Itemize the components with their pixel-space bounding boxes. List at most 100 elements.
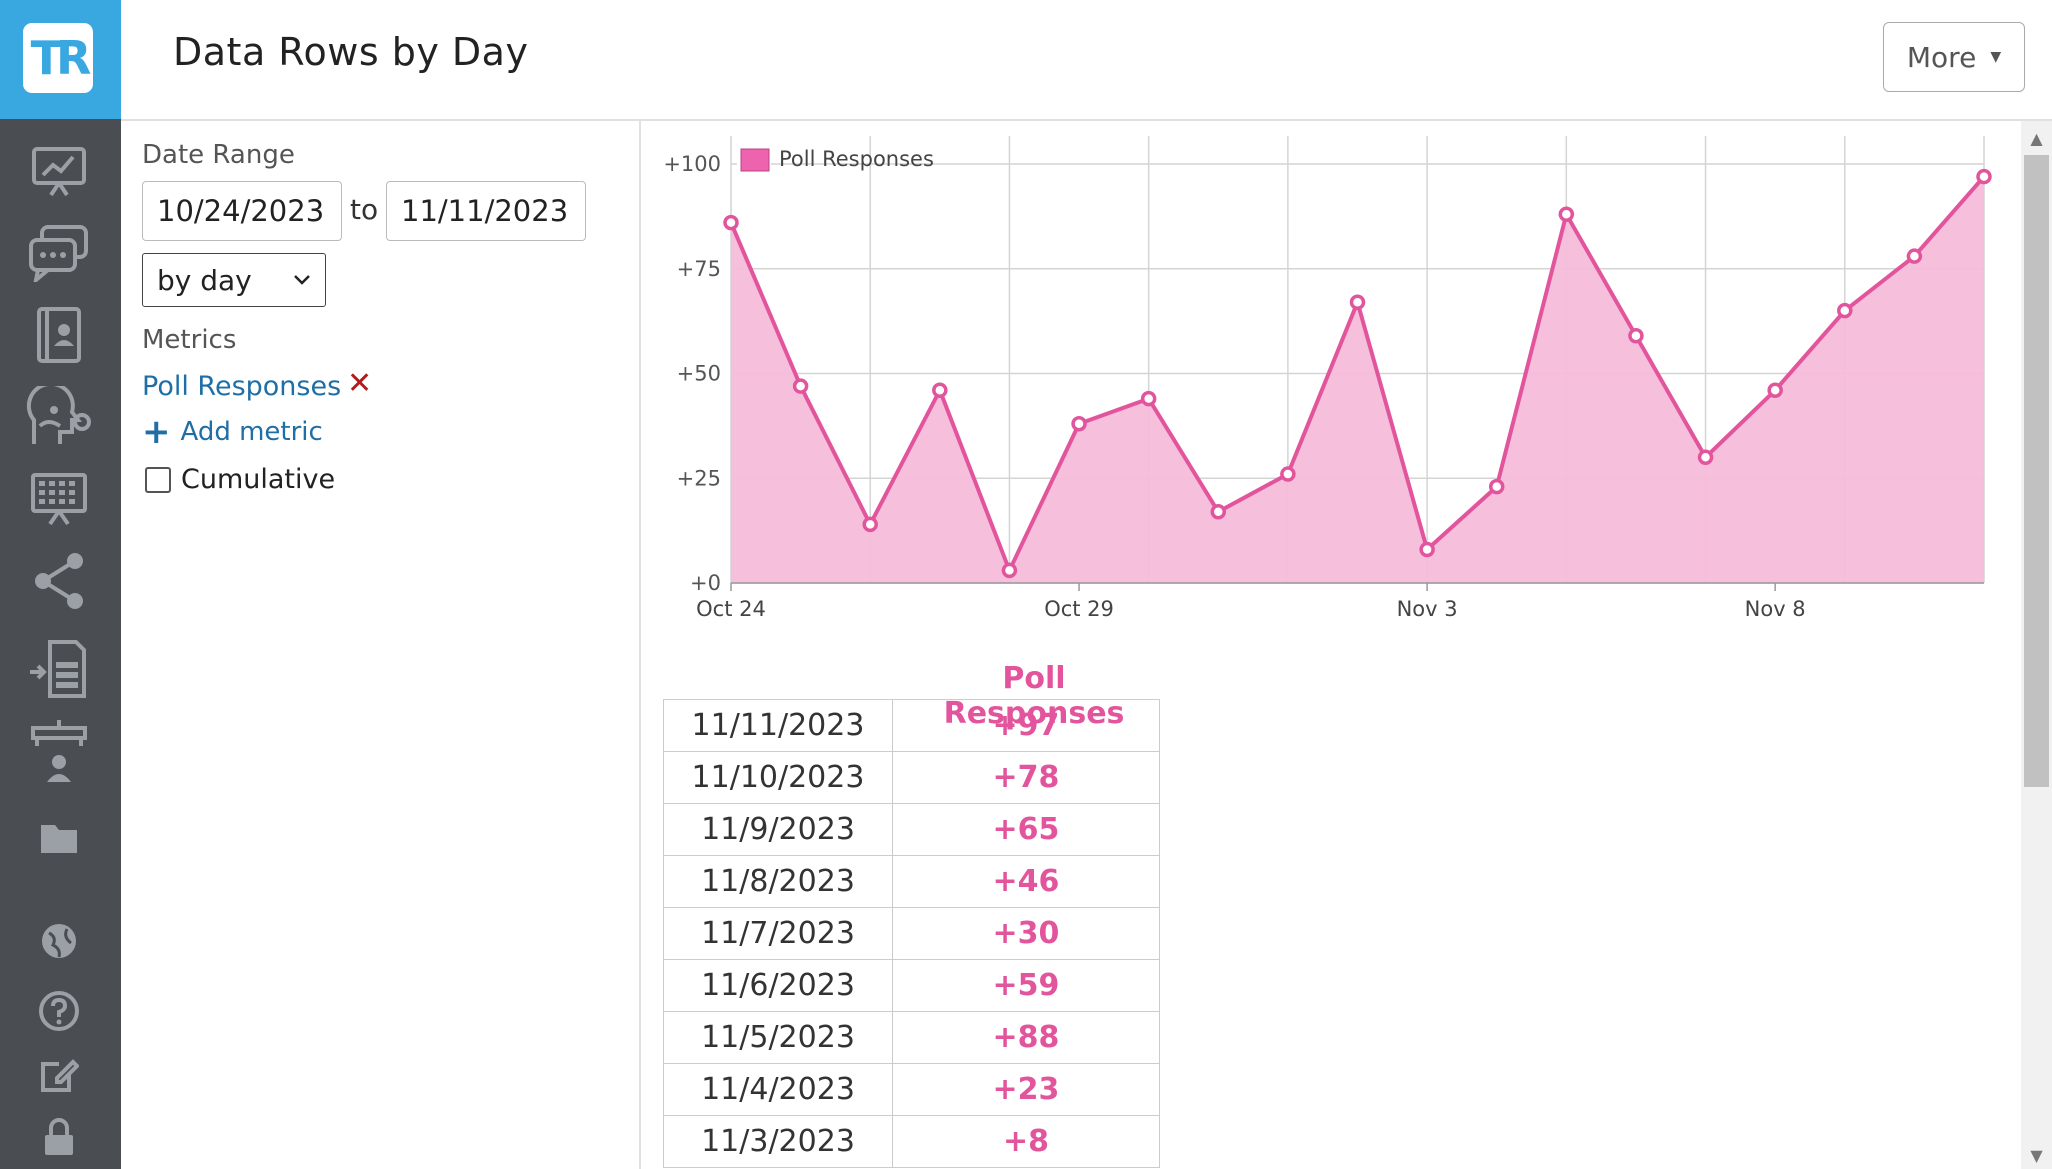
plus-icon: + [142,412,171,452]
metrics-label: Metrics [142,325,237,355]
data-point [723,214,739,231]
add-metric-label: Add metric [180,417,323,447]
data-point [932,382,948,399]
checkbox-box[interactable] [145,466,171,493]
import-sheet-icon[interactable] [24,638,94,700]
vertical-scrollbar[interactable]: ▲ ▼ [2021,121,2052,1169]
table-row: 11/10/2023 +78 [663,751,1160,804]
area-chart: +0 +25 +50 +75 +100 Oct 24 Oct 29 Nov 3 Nov 8 Pol… [663,136,1992,621]
date-range-label: Date Range [142,140,295,170]
y-tick-label: +0 [690,571,721,595]
row-date: 11/11/2023 [663,699,893,752]
dashboard-chart-icon[interactable] [24,140,94,202]
page-title: Data Rows by Day [173,30,529,74]
globe-icon[interactable] [24,910,94,972]
survey-face-icon[interactable] [24,386,94,448]
row-value: +78 [892,751,1160,804]
data-point [1697,449,1714,466]
to-label: to [350,193,379,226]
remove-metric-icon[interactable]: ✕ [347,366,373,401]
legend-label: Poll Responses [779,147,934,171]
more-button-label: More [1906,40,1977,74]
scroll-thumb[interactable] [2024,155,2049,787]
row-date: 11/7/2023 [663,907,893,960]
lock-icon[interactable] [24,1106,94,1168]
row-date: 11/6/2023 [663,959,893,1012]
row-value: +65 [892,803,1160,856]
y-tick-label: +50 [677,362,721,386]
add-metric-link[interactable]: + Add metric [142,412,323,452]
table-row: 11/9/2023 +65 [663,803,1160,856]
share-icon[interactable] [24,550,94,612]
table-row: 11/5/2023 +88 [663,1011,1160,1064]
x-tick-label: Nov 8 [1745,597,1806,621]
chevron-down-icon [294,275,310,285]
data-point [1210,504,1227,520]
x-tick-label: Nov 3 [1397,597,1458,621]
folder-icon[interactable] [24,808,94,870]
row-value: +23 [892,1063,1160,1116]
data-point [792,378,809,394]
data-point [1140,390,1157,407]
cumulative-checkbox[interactable]: Cumulative [145,464,335,495]
start-date-input[interactable] [142,181,342,241]
scroll-up-arrow-icon[interactable]: ▲ [2030,129,2043,148]
row-date: 11/10/2023 [663,751,893,804]
legend-swatch [740,148,770,172]
data-point [1419,541,1435,558]
edit-icon[interactable] [24,1043,94,1105]
data-point [1280,466,1296,482]
table-row: 11/8/2023 +46 [663,855,1160,908]
data-point [1767,382,1783,399]
table-row: 11/6/2023 +59 [663,959,1160,1012]
calendar-board-icon[interactable] [24,468,94,530]
contact-book-icon[interactable] [24,304,94,366]
y-tick-label: +100 [663,152,721,176]
y-tick-label: +25 [677,466,721,490]
caret-down-icon: ▼ [1990,49,2002,65]
sidebar-rail: TR [0,0,121,1169]
data-point [862,516,878,533]
metric-link[interactable]: Poll Responses [142,371,342,402]
row-value: +97 [892,699,1160,752]
data-point [1906,248,1923,264]
desk-user-icon[interactable] [24,720,94,782]
data-point [1488,478,1505,495]
row-value: +46 [892,855,1160,908]
more-button[interactable]: More ▼ [1883,22,2025,92]
chat-icon[interactable] [24,222,94,284]
main-content: +0 +25 +50 +75 +100 Oct 24 Oct 29 Nov 3 Nov 8 Pol… [641,121,2021,1169]
area-fill [731,176,1984,583]
x-tick-label: Oct 24 [696,597,766,621]
row-date: 11/3/2023 [663,1115,893,1168]
cumulative-label: Cumulative [181,464,336,495]
row-date: 11/5/2023 [663,1011,893,1064]
row-value: +59 [892,959,1160,1012]
table-row: 11/7/2023 +30 [663,907,1160,960]
data-point [1558,206,1575,223]
x-tick-label: Oct 29 [1044,597,1114,621]
data-table: 11/11/2023 +97 11/10/2023 +78 11/9/2023 +65 11… [663,699,1160,1168]
interval-select-value: by day [157,263,252,297]
data-point [1976,168,1992,185]
data-point [1837,302,1853,319]
end-date-input[interactable] [386,181,586,241]
scroll-down-arrow-icon[interactable]: ▼ [2030,1146,2043,1165]
logo-mark: TR [23,23,93,93]
row-date: 11/4/2023 [663,1063,893,1116]
top-header: Data Rows by Day More ▼ [121,0,2052,121]
row-date: 11/8/2023 [663,855,893,908]
interval-select[interactable]: by day [142,253,326,307]
table-row: 11/4/2023 +23 [663,1063,1160,1116]
y-tick-label: +75 [677,257,721,281]
row-value: +8 [892,1115,1160,1168]
data-point [1001,562,1018,579]
data-point [1349,294,1366,311]
table-row: 11/3/2023 +8 [663,1115,1160,1168]
help-icon[interactable] [24,980,94,1042]
app-logo[interactable]: TR [0,0,121,119]
row-value: +30 [892,907,1160,960]
data-point [1071,416,1087,432]
table-row: 11/11/2023 +97 [663,699,1160,752]
row-value: +88 [892,1011,1160,1064]
